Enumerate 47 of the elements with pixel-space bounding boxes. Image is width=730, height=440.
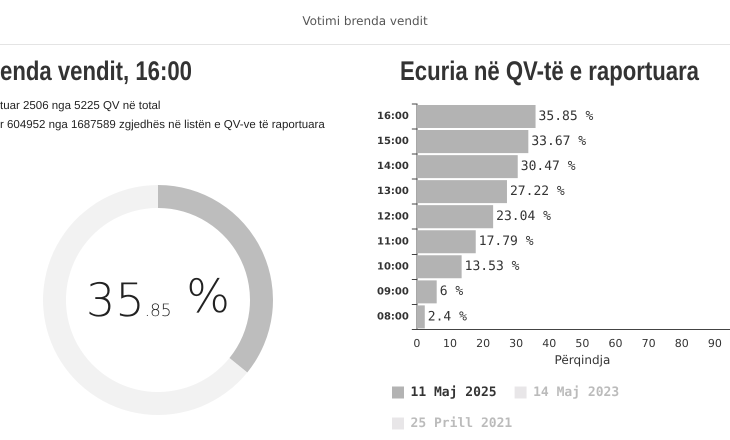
- legend-label: 25 Prill 2021: [410, 416, 512, 431]
- bar: [416, 280, 437, 304]
- legend-label: 11 Maj 2025: [410, 384, 497, 400]
- data-label: 6 %: [440, 284, 464, 300]
- y-tick-label: 08:00: [376, 311, 409, 322]
- data-label: 30.47 %: [520, 158, 576, 174]
- chart-title: enda vendit, 16:00: [0, 56, 192, 87]
- legend-label: 14 Maj 2023: [533, 384, 620, 400]
- bar: [416, 155, 518, 178]
- x-tick-label: 0: [413, 336, 420, 350]
- x-tick-label: 70: [642, 336, 656, 350]
- data-label: 35.85 %: [86, 269, 230, 327]
- bar: [416, 205, 494, 228]
- y-tick-label: 12:00: [376, 211, 409, 222]
- x-tick-label: 90: [708, 336, 722, 350]
- x-tick-label: 20: [476, 336, 490, 350]
- bar: [416, 230, 476, 254]
- bar: [416, 255, 462, 278]
- x-tick-label: 50: [575, 336, 590, 350]
- y-tick-label: 09:00: [376, 286, 409, 298]
- text: tuar 2506 nga 5225 QV në total: [0, 100, 160, 112]
- y-tick-label: 10:00: [376, 261, 409, 272]
- x-tick-label: 40: [542, 336, 556, 350]
- y-tick-label: 15:00: [376, 136, 409, 148]
- data-label: 35.85 %: [538, 108, 594, 124]
- x-tick-label: 10: [442, 336, 457, 350]
- y-tick-label: 14:00: [376, 161, 409, 172]
- data-label: 33.67 %: [531, 134, 586, 149]
- text: Votimi brenda vendit: [301, 14, 429, 28]
- bar: [416, 305, 425, 328]
- data-label: 23.04 %: [496, 209, 552, 224]
- data-label: 27.22 %: [510, 184, 565, 200]
- y-tick-label: 16:00: [376, 111, 409, 122]
- x-axis-title: Përqindja: [554, 352, 610, 367]
- x-tick-label: 60: [608, 336, 623, 350]
- x-tick-label: 30: [509, 336, 524, 350]
- x-tick-label: 80: [674, 336, 689, 350]
- data-label: 17.79 %: [478, 234, 534, 250]
- data-label: 2.4 %: [428, 309, 468, 324]
- text: r 604952 nga 1687589 zgjedhës në listën e QV-ve të raportuara: [0, 119, 325, 131]
- chart-title: Ecuria në QV-të e raportuara: [400, 56, 700, 87]
- y-tick-label: 11:00: [376, 236, 409, 248]
- data-label: 13.53 %: [464, 259, 520, 274]
- y-tick-label: 13:00: [376, 186, 409, 198]
- bar: [416, 105, 536, 128]
- bar: [416, 180, 507, 204]
- bar: [416, 130, 528, 154]
